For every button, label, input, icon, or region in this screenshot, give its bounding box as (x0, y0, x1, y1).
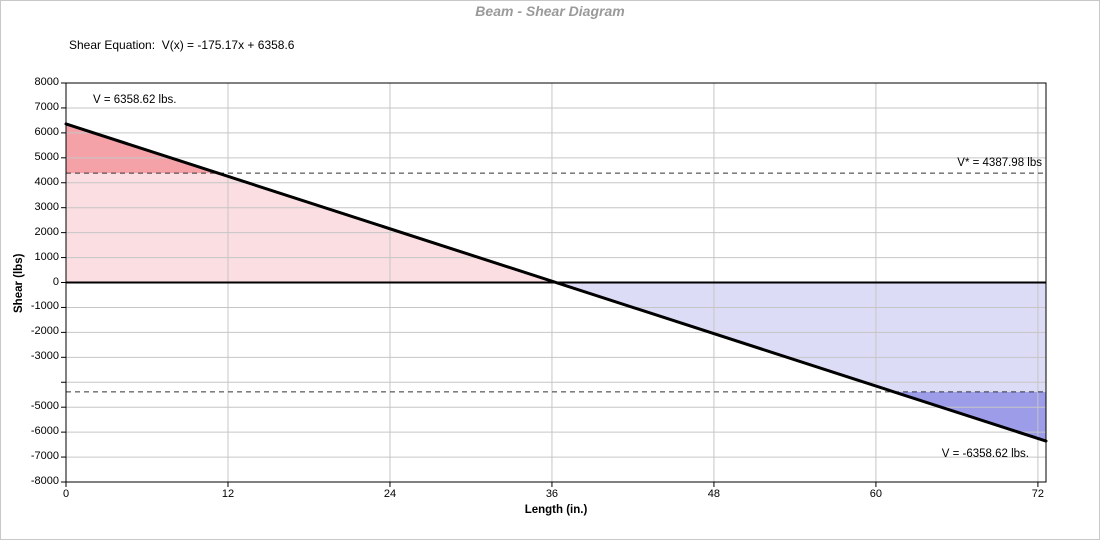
y-tick-label: -2000 (30, 325, 59, 338)
y-tick-label: -8000 (30, 475, 59, 487)
y-tick-label: 0 (52, 275, 59, 288)
y-tick-label: -1000 (30, 300, 59, 313)
y-tick-label: 7000 (34, 100, 59, 113)
y-tick-label: 6000 (34, 125, 59, 138)
y-tick-label: 1000 (34, 250, 59, 263)
x-tick-label: 12 (221, 488, 235, 500)
x-axis-label: Length (in.) (524, 504, 588, 516)
x-tick-label: 48 (707, 488, 721, 500)
positive-shear-area-light (66, 173, 556, 283)
x-tick-label: 0 (62, 488, 70, 500)
plot-border (65, 82, 1047, 483)
y-tick-label: -5000 (30, 400, 59, 413)
x-tick-label: 60 (869, 488, 883, 500)
y-tick-label: -6000 (30, 425, 59, 438)
y-tick-label: 4000 (34, 175, 59, 188)
y-tick-label: 2000 (34, 225, 59, 238)
x-tick-label: 24 (383, 488, 397, 500)
chart-title: Beam - Shear Diagram (475, 3, 625, 19)
x-tick-label: 36 (545, 488, 559, 500)
y-tick-label: -7000 (30, 450, 59, 463)
shear-line (64, 122, 1048, 443)
y-tick-label: 3000 (34, 200, 59, 213)
annotation-v-start: V = 6358.62 lbs. (93, 94, 177, 106)
annotation-v-star: V* = 4387.98 lbs (957, 157, 1042, 169)
y-tick-label: 8000 (34, 76, 59, 88)
y-tick-label: -3000 (30, 350, 59, 363)
shear-equation-label: Shear Equation: V(x) = -175.17x + 6358.6 (69, 38, 295, 52)
annotation-v-end: V = -6358.62 lbs. (941, 448, 1029, 460)
x-tick-label: 72 (1031, 488, 1045, 500)
negative-shear-area-light (556, 282, 1046, 392)
y-tick-label: 5000 (34, 150, 59, 163)
